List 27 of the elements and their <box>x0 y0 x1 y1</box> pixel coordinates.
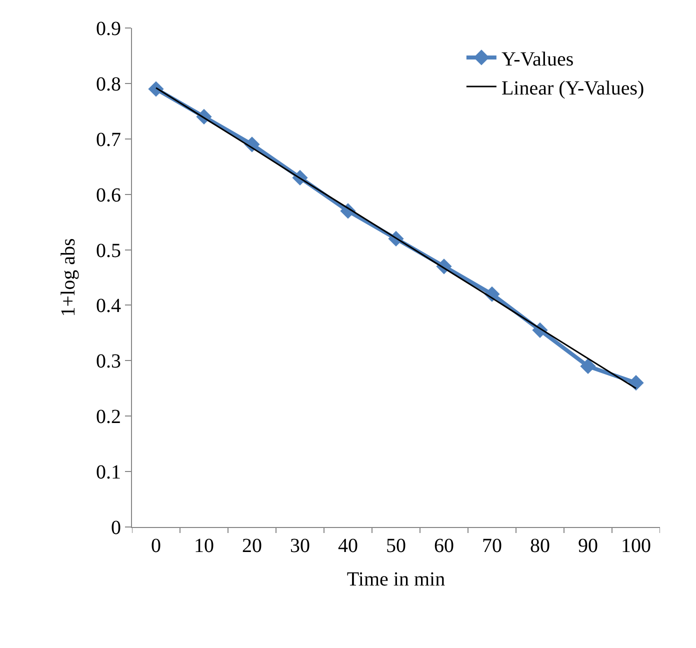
x-tick-label: 70 <box>482 535 502 557</box>
y-tick-label: 0.3 <box>96 350 121 373</box>
x-tick-label: 60 <box>434 535 454 557</box>
point <box>148 81 164 97</box>
y-tick-label: 0.8 <box>96 73 121 96</box>
y-tick-label: 0.7 <box>96 128 121 151</box>
x-tick-label: 50 <box>386 535 406 557</box>
y-tick-label: 0.2 <box>96 406 121 428</box>
x-tick-label: 100 <box>621 535 651 557</box>
x-tick-label: 10 <box>194 535 214 557</box>
point <box>580 358 596 374</box>
x-tick-label: 90 <box>578 535 598 557</box>
y-tick-label: 0.9 <box>96 18 121 40</box>
x-axis-title: Time in min <box>346 568 446 590</box>
x-tick-label: 30 <box>290 535 310 557</box>
legend-label: Y-Values <box>501 48 574 70</box>
y-tick-label: 0.5 <box>96 240 121 262</box>
x-tick-label: 40 <box>338 535 358 557</box>
x-tick-label: 20 <box>242 535 262 557</box>
x-tick-label: 0 <box>151 535 161 557</box>
y-tick-label: 0.1 <box>96 462 121 484</box>
y-tick-label: 0 <box>111 517 121 539</box>
y-tick-label: 0.4 <box>96 295 121 318</box>
y-axis-title: 1+log abs <box>58 238 80 317</box>
legend-label: Linear (Y-Values) <box>501 77 644 100</box>
x-tick-label: 80 <box>530 535 550 557</box>
y-tick-label: 0.6 <box>96 184 121 206</box>
